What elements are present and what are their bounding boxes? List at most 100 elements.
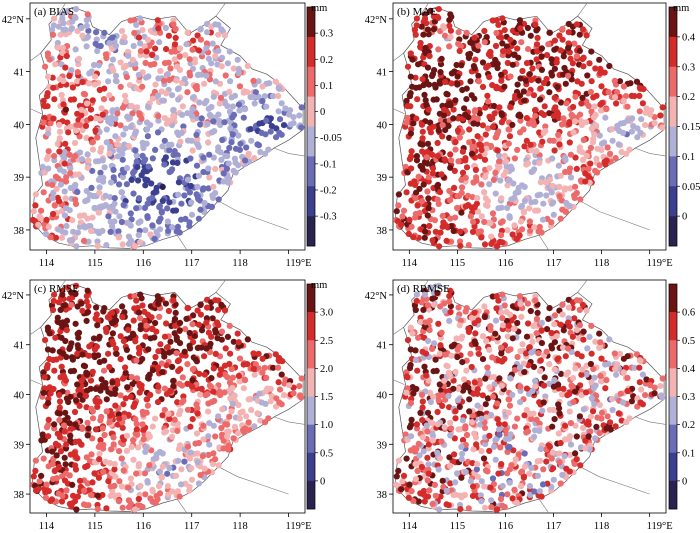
lat-tick-label: 40 (14, 120, 25, 131)
station-dot (69, 84, 76, 91)
station-dot (457, 242, 464, 249)
station-dot (189, 147, 196, 154)
station-dot (417, 314, 424, 321)
station-dot (531, 224, 538, 231)
colorbar-segment (669, 480, 677, 510)
station-dot (458, 474, 465, 481)
colorbar-label: 0.6 (682, 308, 695, 319)
station-dot (469, 194, 476, 201)
station-dot (201, 199, 208, 207)
station-dot (496, 104, 503, 111)
station-dot (521, 463, 529, 470)
station-dot (414, 202, 421, 209)
station-dot (210, 388, 217, 395)
station-dot (44, 324, 52, 331)
station-dot (150, 190, 157, 197)
station-dot (507, 163, 514, 170)
station-dot (587, 413, 595, 420)
station-dot (517, 113, 524, 120)
station-dot (529, 338, 536, 345)
station-dot (69, 481, 76, 488)
station-dot (175, 191, 182, 198)
station-dot (611, 77, 618, 84)
station-dot (123, 447, 130, 454)
station-dot (583, 371, 590, 378)
station-dot (218, 156, 225, 163)
station-dot (263, 117, 270, 124)
station-dot (468, 150, 476, 157)
station-dot (194, 459, 201, 466)
station-dot (543, 458, 550, 465)
station-dot (117, 333, 124, 340)
station-dot (562, 168, 569, 176)
station-dot (88, 227, 95, 235)
station-dot (115, 234, 122, 241)
station-dot (229, 400, 236, 408)
station-dot (638, 116, 645, 123)
station-dot (187, 155, 194, 162)
station-dot (629, 115, 636, 122)
station-dot (146, 462, 153, 469)
station-dot (41, 114, 48, 121)
station-dot (46, 330, 53, 337)
station-dot (187, 423, 194, 430)
station-dot (526, 205, 533, 212)
neighbour-boundary (577, 3, 588, 17)
station-dot (56, 198, 63, 205)
station-dot (66, 345, 73, 352)
station-dot (407, 400, 414, 407)
station-dot (425, 461, 432, 468)
station-dot (165, 410, 172, 417)
station-dot (51, 467, 58, 475)
colorbar-label: 0.5 (682, 336, 695, 347)
station-dot (521, 183, 528, 190)
station-dot (484, 364, 491, 371)
station-dot (562, 436, 569, 443)
station-dot (488, 504, 495, 511)
station-dot (576, 306, 583, 313)
station-dot (298, 375, 305, 382)
station-dot (44, 50, 52, 57)
station-dot (605, 89, 612, 96)
station-dot (83, 404, 90, 411)
station-dot (441, 424, 448, 431)
station-dot (540, 382, 548, 389)
station-dot (252, 361, 259, 368)
station-dot (500, 322, 507, 329)
station-dot (534, 309, 541, 316)
station-dot (456, 134, 463, 141)
station-dot (155, 348, 162, 355)
station-dot (435, 200, 442, 207)
station-dot (196, 370, 203, 377)
station-dot (130, 42, 137, 50)
station-dot (507, 36, 514, 43)
station-dot (154, 293, 161, 300)
station-dot (179, 111, 186, 118)
station-dot (532, 297, 539, 304)
station-dot (187, 449, 194, 456)
station-dot (548, 342, 555, 349)
station-dot (458, 62, 465, 69)
station-dot (205, 451, 212, 458)
station-dot (513, 235, 520, 243)
station-dot (628, 128, 636, 135)
station-dot (90, 61, 98, 69)
station-dot (133, 85, 140, 92)
station-dot (615, 141, 622, 148)
station-dot (481, 313, 488, 321)
lat-tick-label: 41 (14, 341, 25, 352)
station-dot (423, 372, 430, 379)
colorbar-segment (307, 340, 315, 369)
station-dot (194, 450, 201, 457)
station-dot (68, 340, 75, 347)
station-dot (502, 158, 509, 165)
station-dot (111, 466, 118, 473)
station-dot (40, 389, 47, 396)
station-dot (531, 488, 538, 495)
station-dot (54, 318, 62, 326)
station-dot (62, 26, 69, 33)
colorbar-label: 0.2 (682, 420, 695, 431)
station-dot (83, 100, 91, 107)
station-dot (533, 41, 541, 48)
station-dot (144, 214, 151, 221)
